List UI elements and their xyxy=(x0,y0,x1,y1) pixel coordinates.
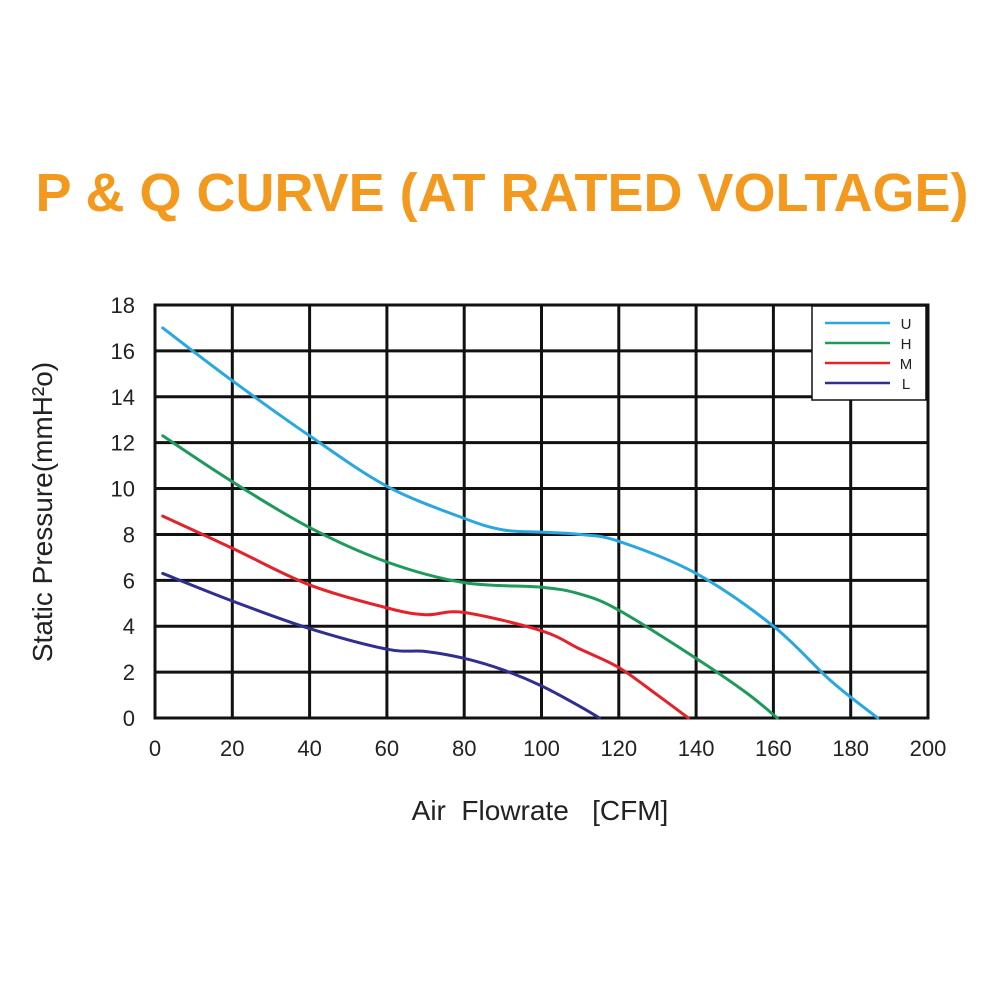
x-tick-label: 80 xyxy=(452,736,476,761)
series-line-U xyxy=(161,326,880,720)
x-tick-label: 100 xyxy=(523,736,560,761)
legend-label-H: H xyxy=(901,336,912,353)
x-tick-label: 120 xyxy=(600,736,637,761)
y-tick-label: 6 xyxy=(123,568,135,593)
legend-label-L: L xyxy=(902,376,910,393)
y-tick-label: 2 xyxy=(123,660,135,685)
y-tick-label: 0 xyxy=(123,706,135,731)
legend-label-U: U xyxy=(901,316,912,333)
y-tick-label: 8 xyxy=(123,522,135,547)
y-tick-label: 18 xyxy=(111,293,135,318)
y-tick-label: 14 xyxy=(111,385,135,410)
y-tick-labels: 0 2 4 6 8 10 12 14 16 18 xyxy=(111,293,135,731)
y-tick-label: 4 xyxy=(123,614,135,639)
y-tick-label: 16 xyxy=(111,339,135,364)
x-tick-label: 0 xyxy=(149,736,161,761)
x-tick-labels: 0 20 40 60 80 100 120 140 160 180 200 xyxy=(149,736,946,761)
x-tick-label: 160 xyxy=(755,736,792,761)
y-axis-label: Static Pressure(mmH²o) xyxy=(27,362,58,662)
x-tick-label: 40 xyxy=(297,736,321,761)
x-tick-label: 140 xyxy=(678,736,715,761)
x-tick-label: 60 xyxy=(375,736,399,761)
series-line-M xyxy=(161,514,690,720)
x-tick-label: 200 xyxy=(910,736,947,761)
legend-label-M: M xyxy=(900,356,913,373)
chart-title: P & Q CURVE (AT RATED VOLTAGE) xyxy=(35,163,969,223)
series-line-H xyxy=(161,434,779,720)
series-lines xyxy=(161,326,880,720)
y-tick-label: 10 xyxy=(111,477,135,502)
x-tick-label: 180 xyxy=(832,736,869,761)
series-line-L xyxy=(161,571,601,720)
x-axis-label: Air Flowrate [CFM] xyxy=(412,795,669,826)
x-tick-label: 20 xyxy=(220,736,244,761)
y-tick-label: 12 xyxy=(111,431,135,456)
legend-box xyxy=(811,305,927,401)
